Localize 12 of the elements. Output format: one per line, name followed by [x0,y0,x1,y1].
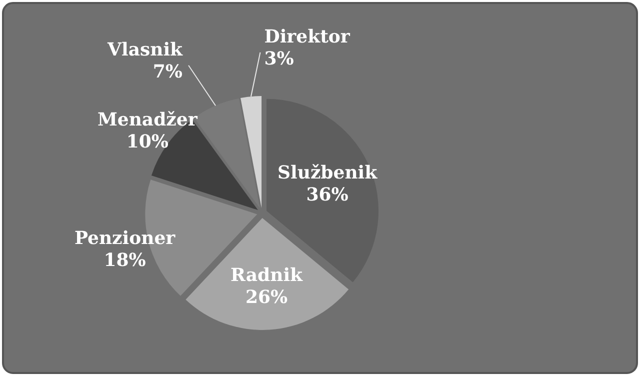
slice-label: Radnik [230,265,304,286]
data-label: 3% [264,48,294,70]
data-label: 36% [306,184,348,206]
data-label: 26% [245,287,288,308]
slice-label: Menadžer [97,110,198,131]
data-label: 7% [152,61,183,82]
data-label: 10% [126,132,168,153]
slice-label: Službenik [278,162,378,184]
slice-label: Penzioner [74,228,176,250]
slice-label: Vlasnik [106,39,184,60]
data-label: 18% [104,250,146,272]
slice-label: Direktor [264,26,350,48]
